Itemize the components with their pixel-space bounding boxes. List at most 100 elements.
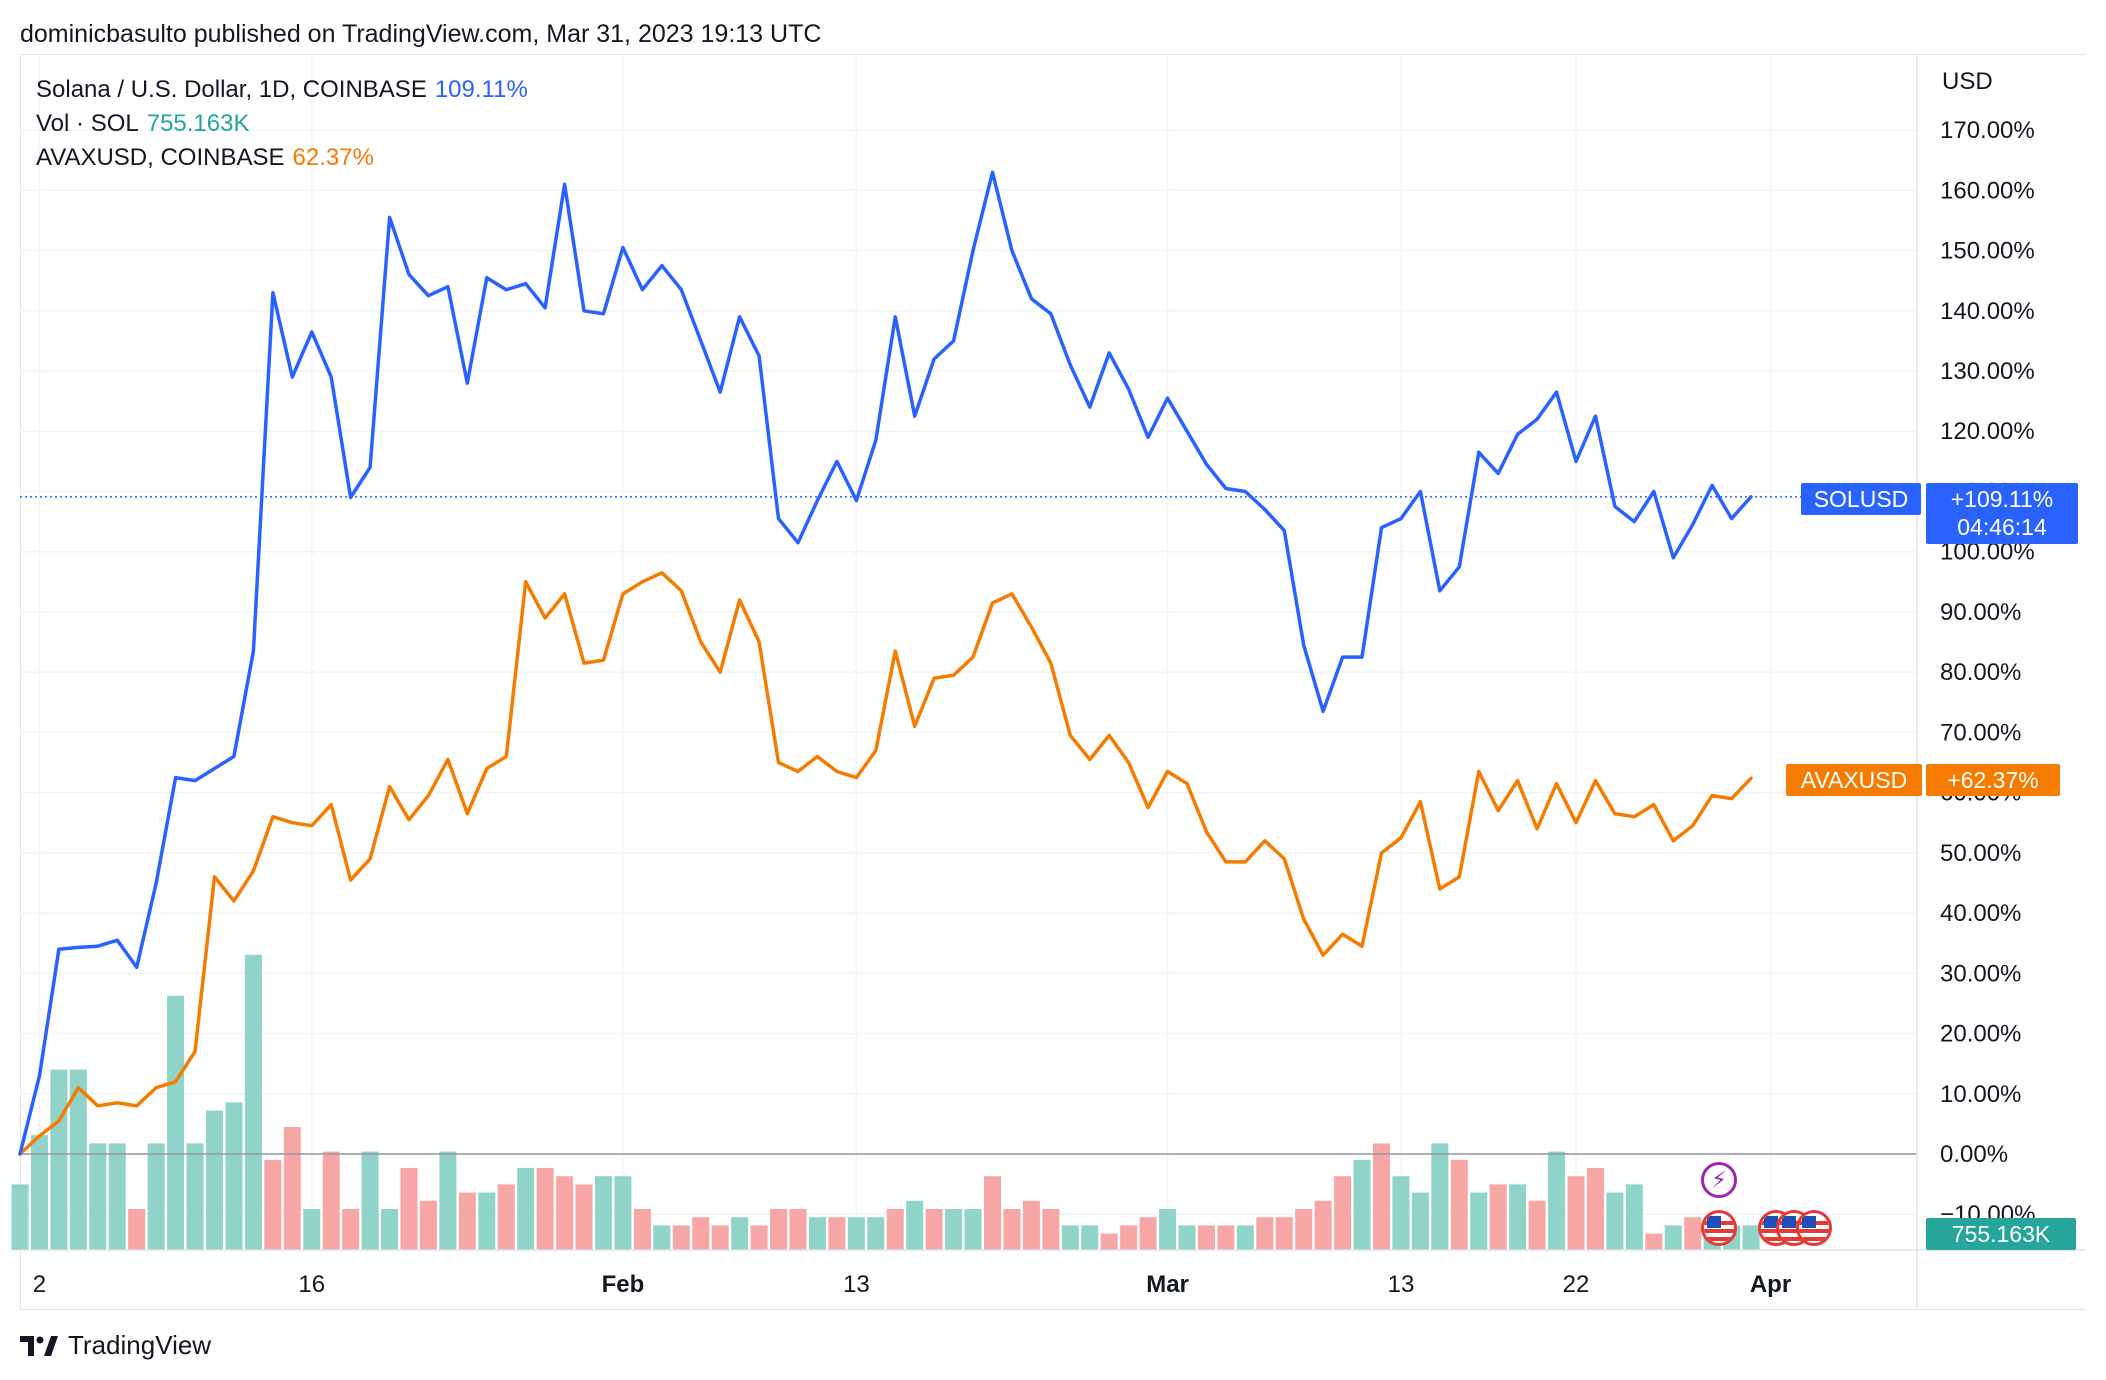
volume-bar[interactable]	[517, 1168, 535, 1250]
volume-bar[interactable]	[925, 1209, 943, 1250]
volume-bar[interactable]	[906, 1200, 924, 1250]
volume-bar[interactable]	[1217, 1225, 1235, 1250]
volume-bar[interactable]	[69, 1069, 87, 1250]
volume-bar[interactable]	[361, 1151, 379, 1250]
volume-bar[interactable]	[439, 1151, 457, 1250]
volume-bar[interactable]	[497, 1184, 515, 1250]
volume-bar[interactable]	[1353, 1159, 1371, 1250]
volume-bar[interactable]	[128, 1209, 146, 1250]
volume-bar[interactable]	[108, 1143, 126, 1250]
volume-bar[interactable]	[536, 1168, 554, 1250]
volume-bar[interactable]	[1256, 1217, 1274, 1250]
volume-bar[interactable]	[225, 1102, 243, 1250]
volume-bar[interactable]	[30, 1135, 48, 1250]
volume-bar[interactable]	[1120, 1225, 1138, 1250]
volume-bar[interactable]	[575, 1184, 593, 1250]
volume-bar[interactable]	[1392, 1176, 1410, 1250]
volume-bar[interactable]	[478, 1192, 496, 1250]
volume-bar[interactable]	[1314, 1200, 1332, 1250]
volume-bar[interactable]	[1450, 1159, 1468, 1250]
legend-volume[interactable]: Vol · SOL 755.163K	[36, 110, 249, 138]
solusd-series-line[interactable]	[18, 170, 1753, 1156]
volume-bar[interactable]	[1081, 1225, 1099, 1250]
y-tick-label: 70.00%	[1940, 719, 2021, 746]
volume-bar[interactable]	[633, 1209, 651, 1250]
volume-bar[interactable]	[1178, 1225, 1196, 1250]
volume-bar[interactable]	[1295, 1209, 1313, 1250]
volume-bar[interactable]	[1606, 1192, 1624, 1250]
volume-bar[interactable]	[1275, 1217, 1293, 1250]
legend-sol[interactable]: Solana / U.S. Dollar, 1D, COINBASE 109.11…	[36, 76, 528, 104]
volume-bar[interactable]	[1100, 1233, 1118, 1250]
volume-bar[interactable]	[1431, 1143, 1449, 1250]
volume-bar[interactable]	[147, 1143, 165, 1250]
volume-bar[interactable]	[11, 1184, 29, 1250]
volume-bar[interactable]	[1489, 1184, 1507, 1250]
volume-bar[interactable]	[322, 1151, 340, 1250]
volume-bar[interactable]	[1742, 1225, 1760, 1250]
volume-bar[interactable]	[1664, 1225, 1682, 1250]
volume-bar[interactable]	[653, 1225, 671, 1250]
volume-bar[interactable]	[711, 1225, 729, 1250]
volume-bar[interactable]	[595, 1176, 612, 1250]
volume-bar[interactable]	[1586, 1168, 1604, 1250]
volume-bar[interactable]	[1625, 1184, 1643, 1250]
volume-bar[interactable]	[342, 1209, 360, 1250]
volume-bar[interactable]	[458, 1192, 476, 1250]
volume-bar[interactable]	[1003, 1209, 1021, 1250]
volume-bar[interactable]	[1139, 1217, 1157, 1250]
volume-bar[interactable]	[1411, 1192, 1429, 1250]
volume-bar[interactable]	[167, 995, 185, 1250]
volume-bar[interactable]	[1470, 1192, 1488, 1250]
volume-bar[interactable]	[847, 1217, 865, 1250]
volume-bar[interactable]	[1042, 1209, 1060, 1250]
volume-bar[interactable]	[1197, 1225, 1215, 1250]
volume-bar[interactable]	[750, 1225, 768, 1250]
volume-bar[interactable]	[984, 1176, 1001, 1250]
volume-bar[interactable]	[400, 1168, 418, 1250]
volume-bar[interactable]	[50, 1069, 68, 1250]
volume-bar[interactable]	[731, 1217, 749, 1250]
volume-bar[interactable]	[1022, 1200, 1040, 1250]
volume-bar[interactable]	[614, 1176, 632, 1250]
volume-bar[interactable]	[1061, 1225, 1079, 1250]
volume-bar[interactable]	[1684, 1217, 1702, 1250]
volume-bar[interactable]	[206, 1110, 223, 1250]
volume-bar[interactable]	[1334, 1176, 1352, 1250]
volume-bar[interactable]	[264, 1159, 282, 1250]
volume-bar[interactable]	[1373, 1143, 1390, 1250]
bolt-icon[interactable]: ⚡	[1701, 1162, 1737, 1198]
volume-bar[interactable]	[789, 1209, 807, 1250]
volume-bar[interactable]	[419, 1200, 437, 1250]
us-flag-icon[interactable]	[1796, 1210, 1832, 1246]
volume-bar[interactable]	[692, 1217, 710, 1250]
volume-bar[interactable]	[964, 1209, 982, 1250]
footer-brand[interactable]: TradingView	[20, 1330, 211, 1361]
volume-bar[interactable]	[303, 1209, 321, 1250]
volume-bar[interactable]	[770, 1209, 788, 1250]
volume-bar[interactable]	[244, 954, 262, 1250]
volume-bar[interactable]	[556, 1176, 574, 1250]
volume-bar[interactable]	[808, 1217, 826, 1250]
volume-bar[interactable]	[1159, 1209, 1177, 1250]
volume-bar[interactable]	[1645, 1233, 1663, 1250]
volume-bar[interactable]	[381, 1209, 399, 1250]
volume-bar[interactable]	[186, 1143, 204, 1250]
volume-bar[interactable]	[1528, 1200, 1546, 1250]
volume-bar[interactable]	[867, 1217, 885, 1250]
us-flag-icon[interactable]	[1701, 1210, 1737, 1246]
volume-bar[interactable]	[283, 1127, 301, 1250]
volume-bar[interactable]	[828, 1217, 846, 1250]
volume-bar[interactable]	[1548, 1151, 1566, 1250]
legend-avax[interactable]: AVAXUSD, COINBASE 62.37%	[36, 144, 374, 172]
volume-bar[interactable]	[945, 1209, 963, 1250]
legend-sol-value: 109.11%	[434, 76, 528, 103]
volume-bar[interactable]	[886, 1209, 904, 1250]
volume-bar[interactable]	[89, 1143, 107, 1250]
volume-bar[interactable]	[1567, 1176, 1585, 1250]
volume-bar[interactable]	[1509, 1184, 1527, 1250]
volume-bar[interactable]	[672, 1225, 690, 1250]
volume-bar[interactable]	[1236, 1225, 1254, 1250]
avaxusd-series-line[interactable]	[18, 571, 1753, 1156]
